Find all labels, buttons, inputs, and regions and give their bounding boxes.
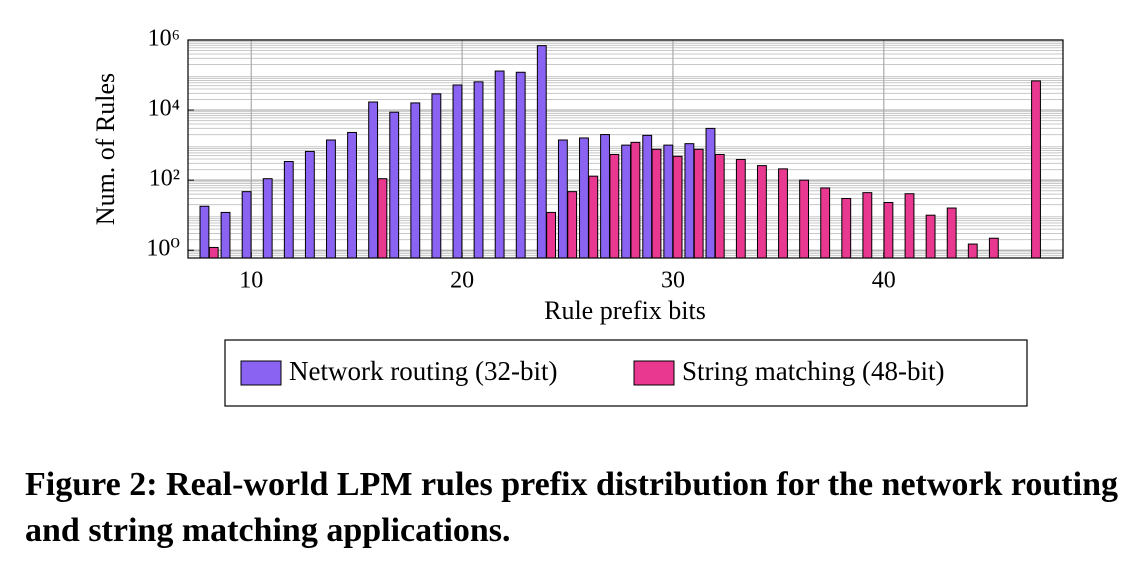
bar [431, 93, 442, 259]
bar [220, 211, 231, 259]
bar [735, 158, 746, 259]
bar [799, 179, 810, 259]
legend-swatch [240, 360, 282, 386]
bar [579, 137, 589, 259]
bar [208, 246, 219, 259]
bar [241, 191, 252, 259]
bar [567, 191, 578, 259]
bar [515, 71, 526, 259]
bar [347, 131, 357, 259]
bar [410, 102, 421, 259]
y-tick-label: 10⁴ [148, 96, 180, 122]
bar [389, 111, 400, 259]
y-tick-label: 10⁰ [146, 236, 180, 262]
bar [651, 148, 662, 259]
bar [672, 155, 683, 259]
legend-swatch [633, 360, 675, 386]
bar [841, 197, 852, 259]
bar [304, 150, 315, 259]
bar [283, 161, 294, 259]
x-tick-label: 40 [872, 268, 896, 294]
bar [904, 193, 915, 259]
legend-box [224, 339, 1028, 407]
bar [600, 134, 610, 259]
x-tick-label: 20 [450, 268, 474, 294]
legend-label: String matching (48-bit) [682, 356, 944, 386]
bar [452, 84, 463, 259]
bar [714, 153, 725, 259]
bar [588, 175, 599, 259]
bar [326, 139, 336, 259]
figure-caption: Figure 2: Real-world LPM rules prefix di… [25, 466, 1118, 549]
bar [988, 237, 999, 259]
bar [925, 214, 936, 259]
bar [684, 143, 695, 259]
bar [473, 81, 484, 259]
bar [862, 192, 873, 259]
y-axis-label: Num. of Rules [91, 73, 120, 225]
bar [621, 144, 632, 259]
bar [199, 205, 210, 259]
bar [536, 45, 547, 259]
bar [693, 148, 704, 259]
y-tick-label: 10⁶ [148, 26, 180, 52]
bar [705, 127, 716, 259]
bar [368, 101, 379, 259]
x-tick-label: 30 [661, 268, 685, 294]
x-tick-label: 10 [239, 268, 263, 294]
bar [377, 178, 388, 259]
bar [609, 153, 620, 259]
bar [642, 134, 653, 259]
chart: Num. of Rules Rule prefix bits 10⁰ 10² 10⁴… [91, 26, 1064, 407]
bar [756, 165, 767, 259]
bar [778, 168, 788, 259]
bar [494, 70, 505, 259]
y-tick-label: 10² [149, 166, 180, 192]
bar [1031, 80, 1041, 259]
bar [262, 178, 273, 259]
bar [967, 243, 978, 259]
x-axis-label: Rule prefix bits [544, 296, 706, 325]
bar [557, 139, 568, 259]
bar [546, 211, 557, 259]
bar [820, 187, 831, 259]
legend-label: Network routing (32-bit) [289, 356, 557, 386]
bar [883, 202, 894, 259]
bar [630, 141, 641, 259]
bar [663, 144, 674, 259]
bar [946, 207, 957, 259]
plot-frame [187, 39, 1064, 259]
